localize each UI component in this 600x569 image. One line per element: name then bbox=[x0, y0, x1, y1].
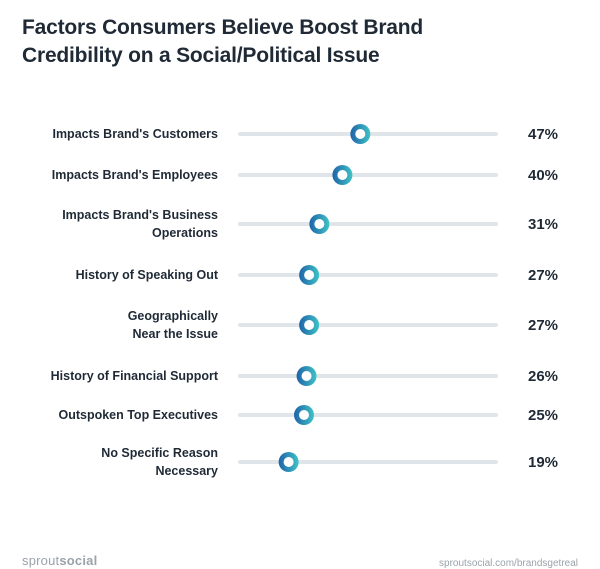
value-label: 31% bbox=[528, 216, 558, 233]
data-dot-center bbox=[283, 457, 294, 467]
logo-social: social bbox=[59, 553, 98, 568]
value-label: 47% bbox=[528, 126, 558, 143]
value-label: 27% bbox=[528, 317, 558, 334]
category-label-line: Near the Issue bbox=[133, 327, 219, 341]
category-label-line: History of Speaking Out bbox=[76, 268, 219, 282]
value-label: 25% bbox=[528, 407, 558, 424]
sprout-social-logo: sproutsocial bbox=[22, 553, 97, 568]
chart-title-line1: Factors Consumers Believe Boost Brand bbox=[22, 16, 424, 39]
category-label-line: Operations bbox=[152, 226, 218, 240]
category-label: Impacts Brand's Employees bbox=[52, 168, 218, 182]
value-label: 19% bbox=[528, 454, 558, 471]
footer-url: sproutsocial.com/brandsgetreal bbox=[439, 558, 578, 569]
chart-title-line2: Credibility on a Social/Political Issue bbox=[22, 44, 380, 67]
category-label: History of Financial Support bbox=[51, 369, 219, 383]
data-dot-center bbox=[355, 129, 366, 139]
chart-title: Factors Consumers Believe Boost Brand Cr… bbox=[22, 14, 462, 70]
data-dot-center bbox=[314, 219, 325, 229]
category-label-line: No Specific Reason bbox=[101, 446, 218, 460]
category-label: Geographically Near the Issue bbox=[128, 309, 218, 341]
value-label: 27% bbox=[528, 267, 558, 284]
category-label-line: Impacts Brand's Customers bbox=[52, 127, 218, 141]
category-label: History of Speaking Out bbox=[76, 268, 219, 282]
value-label: 26% bbox=[528, 368, 558, 385]
category-label: No Specific Reason Necessary bbox=[101, 446, 218, 478]
category-label: Impacts Brand's Business Operations bbox=[62, 208, 218, 240]
logo-sprout: sprout bbox=[22, 553, 60, 568]
data-dot-center bbox=[304, 270, 315, 280]
value-label: 40% bbox=[528, 167, 558, 184]
category-label: Outspoken Top Executives bbox=[58, 408, 218, 422]
dot-chart: Impacts Brand's Customers 47% Impacts Bran… bbox=[51, 124, 558, 478]
category-label-line: Outspoken Top Executives bbox=[58, 408, 218, 422]
data-dot-center bbox=[304, 320, 315, 330]
category-label-line: Impacts Brand's Business bbox=[62, 208, 218, 222]
category-label-line: Geographically bbox=[128, 309, 218, 323]
category-label-line: Necessary bbox=[155, 464, 218, 478]
category-label-line: Impacts Brand's Employees bbox=[52, 168, 218, 182]
data-dot-center bbox=[299, 410, 309, 420]
category-label-line: History of Financial Support bbox=[51, 369, 219, 383]
data-dot-center bbox=[337, 170, 348, 180]
data-dot-center bbox=[301, 371, 312, 381]
category-label: Impacts Brand's Customers bbox=[52, 127, 218, 141]
